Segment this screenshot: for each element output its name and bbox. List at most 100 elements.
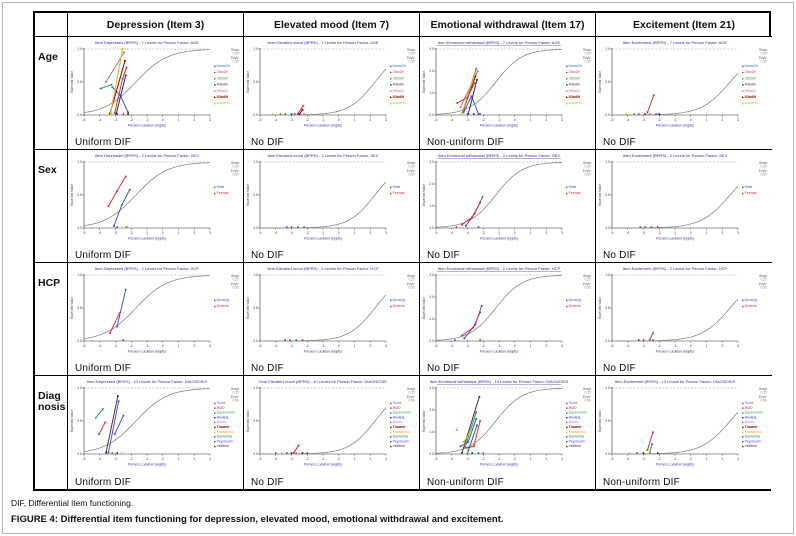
stat-label: ExpV	[407, 395, 415, 399]
legend-entry: 60to69	[569, 95, 580, 99]
x-tick-label: 0	[690, 231, 692, 235]
y-tick-label: 1.0	[77, 273, 82, 277]
column-header-label: Elevated mood (Item 7)	[274, 18, 389, 31]
legend-marker	[390, 402, 392, 405]
data-point-marker	[652, 94, 655, 97]
x-tick-label: 1	[354, 344, 356, 348]
legend-marker	[742, 402, 744, 405]
baseline-mark	[301, 339, 304, 341]
row-label-diagnosis: Diag nosis	[35, 376, 68, 489]
x-tick-label: -2	[658, 118, 661, 122]
x-tick-label: -1	[674, 344, 677, 348]
y-axis-label: Expected Value	[70, 410, 74, 432]
baseline-mark	[644, 226, 646, 228]
stat-label: Slope	[407, 161, 415, 165]
legend-marker	[742, 441, 744, 443]
dif-chart: Item Elevated mood (BPRS) - 2 Levels for…	[246, 153, 415, 241]
x-tick-label: 1	[530, 344, 532, 348]
baseline-mark	[477, 452, 480, 454]
y-tick-label: 1.0	[605, 386, 610, 390]
x-tick-label: 2	[369, 231, 371, 235]
legend-entry: 30to39	[393, 76, 404, 80]
baseline-mark	[127, 113, 129, 115]
stat-label: ExpV	[231, 282, 239, 286]
baseline-mark	[650, 226, 653, 228]
data-point-marker	[122, 414, 125, 417]
data-point-marker	[127, 111, 129, 114]
stat-value: 0.50	[233, 60, 239, 64]
legend-marker	[214, 65, 216, 68]
x-tick-label: -2	[306, 344, 309, 348]
plot-cell: Item Depressed (BPRS) - 7 Levels for Per…	[68, 37, 244, 150]
legend-entry: Intellect	[217, 444, 229, 448]
data-point-marker	[105, 81, 107, 83]
icc-curve	[435, 388, 563, 454]
stat-value: 0.50	[761, 286, 767, 290]
plot-title: Item Depressed (BPRS) - 2 Levels for Per…	[95, 266, 199, 271]
stat-value: 0.25	[409, 52, 415, 56]
icc-curve	[435, 275, 563, 341]
y-tick-label: 3.0	[429, 273, 434, 277]
y-tick-label: 2.0	[429, 182, 434, 186]
y-tick-label: 0.5	[253, 306, 258, 310]
legend-entry: Mood	[745, 420, 754, 424]
legend-entry: BMD	[569, 406, 577, 410]
data-point-marker	[110, 83, 113, 86]
dif-group-line	[649, 332, 654, 340]
dif-chart: Item Elevated mood (BPRS) - 2 Levels for…	[246, 266, 415, 354]
x-tick-label: -3	[466, 344, 469, 348]
x-tick-label: -1	[322, 457, 325, 461]
baseline-mark	[297, 226, 299, 228]
data-point-marker	[109, 332, 111, 334]
baseline-mark	[116, 113, 118, 115]
x-tick-label: 0	[690, 118, 692, 122]
row-label-text: HCP	[38, 277, 61, 289]
dif-classification-label: Uniform DIF	[75, 250, 132, 261]
legend-entry: Trauma	[393, 425, 407, 429]
legend-marker	[390, 299, 392, 302]
baseline-mark	[482, 452, 485, 454]
y-tick-label: 0.0	[605, 452, 610, 456]
x-tick-label: -2	[482, 344, 485, 348]
baseline-mark	[633, 113, 635, 115]
dif-chart: Item Elevated mood (BPRS) - 7 Levels for…	[246, 40, 415, 128]
x-tick-label: -4	[274, 231, 277, 235]
legend-marker	[214, 299, 216, 302]
data-point-marker	[480, 304, 483, 307]
legend-entry: Female	[217, 191, 229, 195]
dif-classification-label: Non-uniform DIF	[603, 477, 680, 488]
baseline-mark	[301, 452, 304, 454]
icc-curve	[83, 49, 211, 114]
legend-entry: Depression	[569, 411, 587, 415]
stat-value: 0.25	[585, 52, 591, 56]
data-point-marker	[301, 108, 304, 111]
x-tick-label: -5	[435, 344, 438, 348]
plot-title: Item Depressed (BPRS) - 7 Levels for Per…	[95, 40, 199, 45]
data-point-marker	[113, 433, 116, 436]
baseline-mark	[656, 452, 659, 454]
y-axis-label: Expected Value	[422, 184, 426, 206]
legend-entry: Substance	[393, 430, 410, 434]
stat-label: ExpV	[407, 169, 415, 173]
y-axis-label: Expected Value	[70, 71, 74, 93]
legend-entry: Intellect	[745, 444, 757, 448]
legend-marker	[566, 299, 568, 302]
baseline-mark	[656, 226, 659, 228]
dif-chart: Item Emotional withdrawal (BPRS) - 2 Lev…	[422, 266, 591, 354]
baseline-mark	[295, 452, 298, 454]
legend-marker	[566, 192, 568, 195]
y-tick-label: 0.0	[77, 339, 82, 343]
x-tick-label: -5	[259, 118, 262, 122]
dif-chart: Item Elevated mood (BPRS) - 10 Levels fo…	[246, 379, 415, 467]
legend-marker	[390, 441, 392, 443]
stat-label: ExpV	[231, 56, 239, 60]
stat-label: Slope	[759, 274, 767, 278]
legend-entry: Nursing	[217, 298, 229, 302]
x-tick-label: 0	[338, 231, 340, 235]
icc-curve	[612, 185, 739, 229]
dif-group-line	[100, 84, 112, 90]
legend-entry: Trauma	[745, 425, 759, 429]
baseline-mark	[649, 452, 651, 454]
y-axis-label: Expected Value	[598, 184, 602, 206]
data-point-marker	[465, 224, 467, 227]
